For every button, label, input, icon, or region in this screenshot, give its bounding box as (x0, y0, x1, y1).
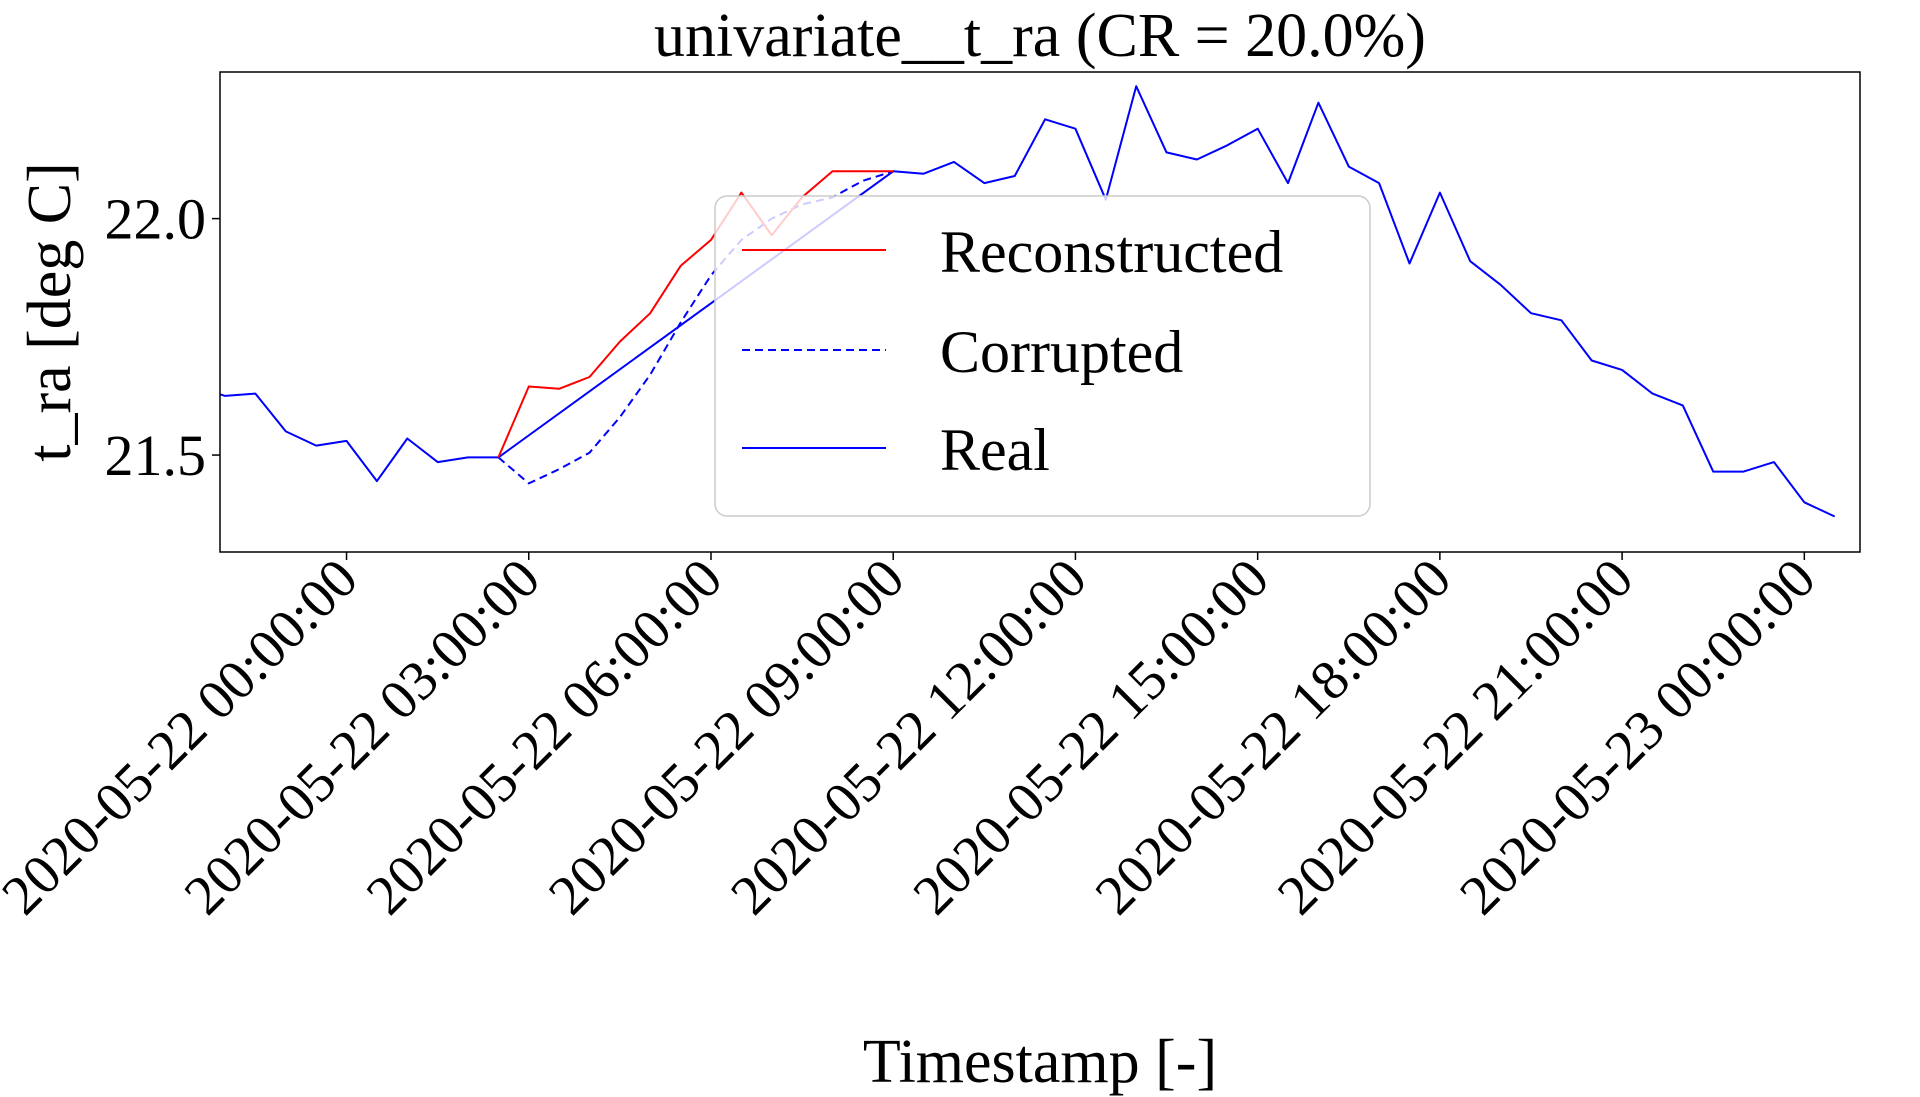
plot-frame (219, 71, 1861, 553)
series-line-corrupted (497, 170, 894, 485)
series-layer (220, 85, 1836, 518)
x-tick-label: 2020-05-22 03:00:00 (173, 547, 552, 926)
legend: Reconstructed Corrupted Real (714, 195, 1371, 517)
x-tick-label: 2020-05-22 06:00:00 (355, 547, 734, 926)
legend-label-reconstructed: Reconstructed (940, 219, 1283, 285)
x-tick-label: 2020-05-23 00:00:00 (1448, 547, 1827, 926)
y-tick-label: 22.0 (105, 187, 207, 252)
legend-box (714, 195, 1371, 517)
legend-label-corrupted: Corrupted (940, 319, 1183, 385)
series-line-real (220, 85, 1836, 518)
x-tick-label: 2020-05-22 21:00:00 (1266, 547, 1645, 926)
x-tick-label: 2020-05-22 12:00:00 (719, 547, 1098, 926)
legend-label-real: Real (940, 417, 1050, 483)
x-tick-label: 2020-05-22 15:00:00 (902, 547, 1281, 926)
chart-title: univariate__t_ra (CR = 20.0%) (654, 2, 1426, 70)
y-tick-label: 21.5 (105, 423, 207, 488)
y-axis-ticks: 21.5 22.0 (105, 187, 220, 488)
x-tick-label: 2020-05-22 18:00:00 (1084, 547, 1463, 926)
x-tick-label: 2020-05-22 09:00:00 (537, 547, 916, 926)
x-axis-label: Timestamp [-] (863, 1028, 1217, 1096)
series-line-reconstructed (497, 170, 894, 458)
y-axis-label: t_ra [deg C] (16, 162, 84, 462)
